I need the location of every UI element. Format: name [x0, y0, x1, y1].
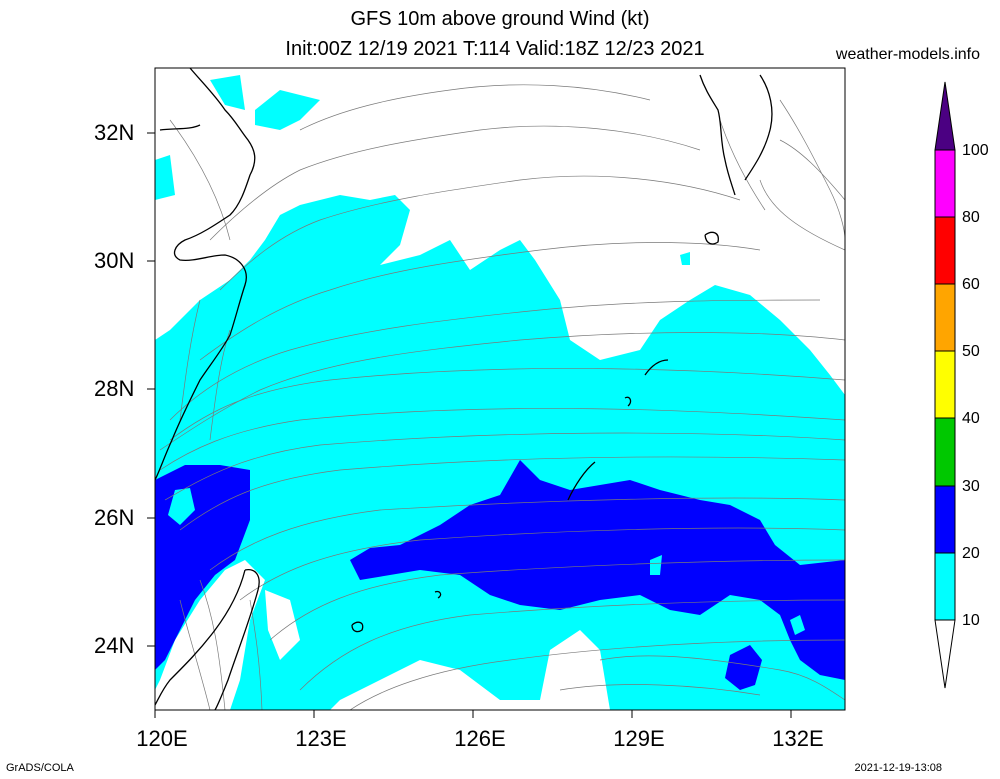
colorbar-label: 100	[962, 142, 989, 159]
colorbar-label: 60	[962, 276, 980, 293]
source-label: weather-models.info	[835, 46, 980, 63]
colorbar-segment	[934, 149, 956, 218]
colorbar	[934, 81, 956, 689]
colorbar-segment	[934, 81, 956, 151]
colorbar-label: 10	[962, 612, 980, 629]
coastlines	[155, 68, 773, 710]
colorbar-segment	[934, 216, 956, 285]
colorbar-segment	[934, 283, 956, 352]
axis-ticks	[147, 132, 792, 718]
colorbar-label: 50	[962, 343, 980, 360]
footer-timestamp: 2021-12-19-13:08	[854, 762, 942, 774]
y-tick-label: 30N	[94, 248, 135, 273]
x-tick-label: 120E	[136, 726, 188, 751]
x-tick-label: 123E	[295, 726, 347, 751]
colorbar-label: 30	[962, 478, 980, 495]
y-tick-label: 24N	[94, 633, 135, 658]
colorbar-segment	[934, 619, 956, 689]
streamlines	[159, 84, 845, 710]
colorbar-segment	[934, 485, 956, 554]
x-tick-label: 129E	[613, 726, 665, 751]
chart-subtitle: Init:00Z 12/19 2021 T:114 Valid:18Z 12/2…	[285, 38, 705, 60]
wind-20-30kt-region	[350, 460, 845, 680]
x-tick-label: 132E	[772, 726, 824, 751]
chart-title: GFS 10m above ground Wind (kt)	[350, 8, 650, 30]
x-tick-label: 126E	[454, 726, 506, 751]
colorbar-label: 20	[962, 545, 980, 562]
y-tick-label: 26N	[94, 505, 135, 530]
colorbar-segment	[934, 350, 956, 419]
y-tick-label: 28N	[94, 376, 135, 401]
footer-software: GrADS/COLA	[6, 762, 74, 774]
wind-speed-field	[155, 68, 845, 710]
colorbar-segment	[934, 552, 956, 621]
colorbar-segment	[934, 417, 956, 487]
colorbar-label: 80	[962, 209, 980, 226]
colorbar-label: 40	[962, 410, 980, 427]
y-tick-label: 32N	[94, 120, 135, 145]
